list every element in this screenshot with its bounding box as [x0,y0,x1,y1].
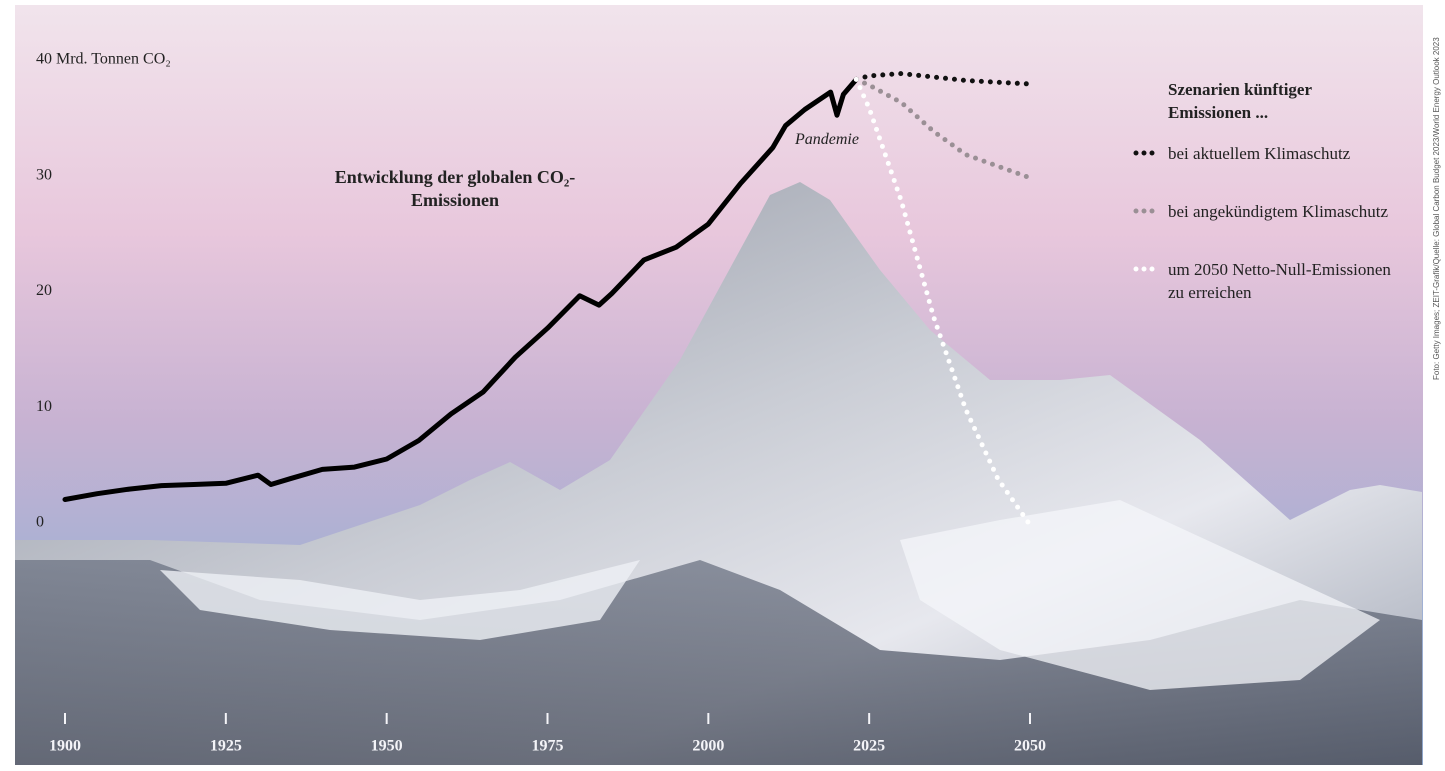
x-tick-label: 1950 [371,738,403,755]
legend-label: um 2050 Netto-Null-Emissionen zu erreich… [1168,260,1391,302]
x-tick-label: 1925 [210,738,242,755]
y-tick-label: 10 [36,398,52,415]
legend-title: Szenarien künftiger Emissionen ... [1168,80,1312,122]
snow-field [160,560,640,640]
x-tick-label: 2025 [853,738,885,755]
series-line [853,76,1033,528]
y-tick-label: 0 [36,514,44,531]
plot-area: 0 10 20 30 40 Mrd. Tonnen CO₂ 1900 1925 1950 197… [36,51,1159,755]
x-tick-label: 2050 [1014,738,1046,755]
y-tick-label: 30 [36,166,52,183]
x-tick-label: 1975 [532,738,564,755]
y-tick-label: 20 [36,282,52,299]
x-tick-label: 2000 [692,738,724,755]
credit: Foto: Getty Images; ZEIT-Grafik/Quelle: … [1432,37,1441,380]
series-annotation: Entwicklung der globalen CO₂-Emissionen [334,167,576,210]
series-line [62,76,859,502]
legend-label: bei angekündigtem Klimaschutz [1168,202,1388,221]
legend-label: bei aktuellem Klimaschutz [1168,144,1351,163]
annotation: Pandemie [795,131,859,148]
y-tick-label: 40 Mrd. Tonnen CO₂ [36,51,171,68]
mountain-base [15,560,1422,765]
x-tick-label: 1900 [49,738,81,755]
snow-field [900,500,1380,690]
series-line [853,71,1033,87]
